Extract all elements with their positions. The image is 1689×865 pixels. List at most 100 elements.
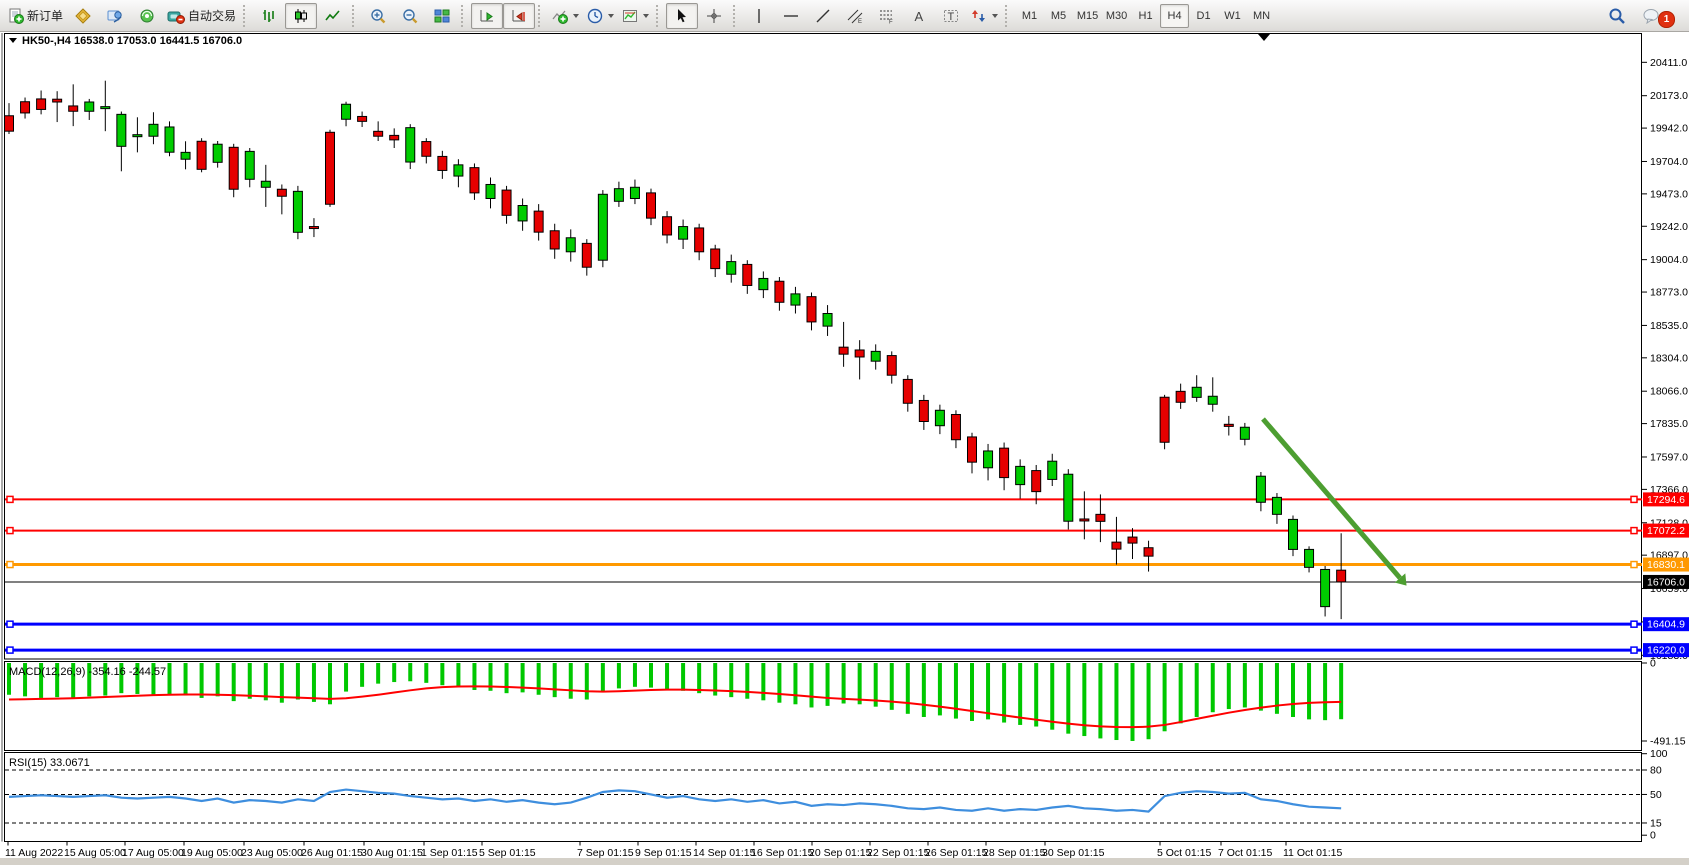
macd-histogram-bar xyxy=(729,663,734,698)
new-order-button[interactable]: 新订单 xyxy=(4,3,67,29)
chart-shift-button[interactable] xyxy=(503,2,536,29)
line-handle[interactable] xyxy=(1630,526,1638,535)
autotrading-button[interactable]: 自动交易 xyxy=(163,3,240,29)
line-handle[interactable] xyxy=(1630,620,1638,628)
timeframe-button-w1[interactable]: W1 xyxy=(1224,9,1241,22)
candle-body xyxy=(999,447,1010,479)
candle-body xyxy=(437,155,448,171)
timeframe-button-m15[interactable]: M15 xyxy=(1076,9,1099,22)
bar-chart-button[interactable] xyxy=(253,3,285,29)
line-handle[interactable] xyxy=(1630,646,1638,654)
market-watch-button[interactable] xyxy=(67,3,99,29)
time-axis-label: 5 Oct 01:15 xyxy=(1157,847,1211,859)
tile-windows-button[interactable] xyxy=(426,3,458,29)
chat-button[interactable]: 1 xyxy=(1639,3,1679,29)
line-handle[interactable] xyxy=(6,620,14,628)
periods-button[interactable] xyxy=(583,3,618,29)
line-handle[interactable] xyxy=(1630,495,1638,504)
text-button[interactable]: A xyxy=(903,3,935,29)
candle-body xyxy=(148,123,159,137)
candle-body xyxy=(613,188,624,202)
horizontal-line-button[interactable] xyxy=(775,3,807,29)
price-tick-label: 19242.0 xyxy=(1650,221,1688,233)
timeframe-button-m30[interactable]: M30 xyxy=(1105,9,1128,22)
macd-label: MACD(12,26,9) -354.16 -244.57 xyxy=(9,666,166,678)
time-axis-label: 30 Aug 01:15 xyxy=(361,847,423,859)
autotrading-icon xyxy=(167,8,186,24)
line-chart-button[interactable] xyxy=(317,3,349,29)
macd-histogram-bar xyxy=(424,663,429,683)
macd-histogram-bar xyxy=(1146,663,1151,740)
time-axis-label: 1 Sep 01:15 xyxy=(421,847,478,859)
line-handle[interactable] xyxy=(6,495,14,504)
line-handle[interactable] xyxy=(6,560,14,569)
vertical-line-button[interactable] xyxy=(743,3,775,29)
text-label-icon: T xyxy=(943,8,959,24)
candle-body xyxy=(662,216,673,236)
candle-body xyxy=(501,189,512,216)
macd-histogram-bar xyxy=(905,663,910,714)
candle-body xyxy=(854,349,865,358)
zoom-out-button[interactable] xyxy=(394,3,426,29)
macd-histogram-bar xyxy=(889,663,894,710)
timeframe-button-m5[interactable]: M5 xyxy=(1050,9,1067,22)
price-line-label xyxy=(1643,617,1689,632)
macd-histogram-bar xyxy=(360,663,365,687)
toolbar-grip xyxy=(538,4,545,27)
macd-histogram-bar xyxy=(344,663,349,692)
line-handle[interactable] xyxy=(1630,560,1638,569)
auto-scroll-button[interactable] xyxy=(471,2,504,29)
macd-histogram-bar xyxy=(1274,663,1279,714)
equidistant-channel-button[interactable]: E xyxy=(839,3,871,29)
fibonacci-button[interactable]: F xyxy=(871,3,903,29)
chevron-down-icon xyxy=(643,13,650,18)
candle-body xyxy=(918,399,929,422)
candle-body xyxy=(196,140,207,170)
cursor-button[interactable] xyxy=(666,2,699,29)
timeframe-button-d1[interactable]: D1 xyxy=(1196,9,1211,22)
time-axis-label: 23 Aug 05:00 xyxy=(241,847,303,859)
macd-histogram-bar xyxy=(986,663,991,720)
timeframe-button-mn[interactable]: MN xyxy=(1252,9,1271,22)
candle-body xyxy=(421,141,432,157)
candle-body xyxy=(84,101,95,112)
tile-windows-icon xyxy=(434,8,450,24)
candle-body xyxy=(517,205,528,222)
strategy-tester-button[interactable] xyxy=(131,3,163,29)
time-axis-label: 9 Sep 01:15 xyxy=(635,847,692,859)
text-label-button[interactable]: T xyxy=(935,3,967,29)
candle-body xyxy=(581,242,592,268)
indicators-button[interactable] xyxy=(548,3,583,29)
timeframe-button-h1[interactable]: H1 xyxy=(1138,9,1153,22)
zoom-in-button[interactable] xyxy=(362,3,394,29)
macd-histogram-bar xyxy=(167,663,172,694)
candle-body xyxy=(260,180,271,188)
timeframe-button-m1[interactable]: M1 xyxy=(1021,9,1038,22)
macd-histogram-bar xyxy=(215,663,220,697)
candlestick-chart-button[interactable] xyxy=(285,2,318,29)
macd-histogram-bar xyxy=(873,663,878,707)
chevron-down-icon xyxy=(573,13,580,18)
trend-arrow-object[interactable] xyxy=(1261,417,1402,580)
search-button[interactable] xyxy=(1601,3,1633,29)
price-line-label-text: 16220.0 xyxy=(1647,645,1685,657)
arrows-button[interactable] xyxy=(967,3,1002,29)
macd-histogram-bar xyxy=(1307,663,1312,720)
trendline-button[interactable] xyxy=(807,3,839,29)
crosshair-icon xyxy=(706,8,722,24)
line-handle[interactable] xyxy=(6,526,14,535)
timeframe-button-h4[interactable]: H4 xyxy=(1160,3,1190,28)
svg-text:F: F xyxy=(889,19,893,24)
line-handle[interactable] xyxy=(6,646,14,654)
candle-body xyxy=(1175,390,1186,403)
price-line-label xyxy=(1643,557,1689,572)
symbol-dropdown-icon[interactable] xyxy=(9,38,17,43)
candle-body xyxy=(1207,395,1218,405)
candle-body xyxy=(1288,518,1298,550)
templates-button[interactable] xyxy=(618,3,653,29)
macd-histogram-bar xyxy=(1066,663,1071,734)
crosshair-button[interactable] xyxy=(698,3,730,29)
rsi-axis-label: 15 xyxy=(1650,817,1662,829)
toolbox-button[interactable] xyxy=(99,3,131,29)
